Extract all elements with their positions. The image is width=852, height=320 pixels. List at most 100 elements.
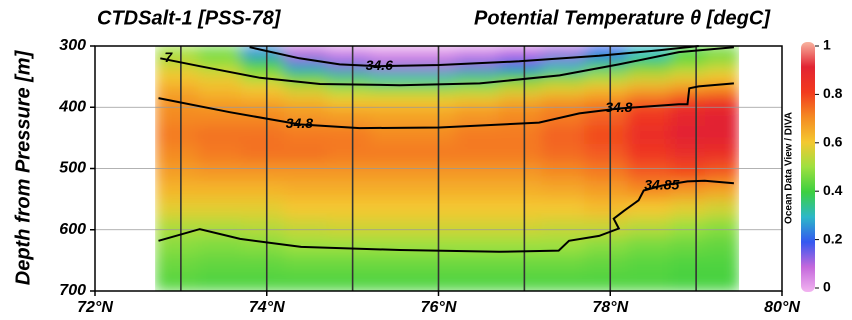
watermark: Ocean Data View / DIVA xyxy=(784,112,795,224)
field-cell xyxy=(498,82,543,96)
title-left: CTDSalt-1 [PSS-78] xyxy=(97,7,282,29)
colorbar-tick-label: 0.4 xyxy=(823,182,843,198)
colorbar-tick-label: 0.2 xyxy=(823,230,843,246)
field-cell xyxy=(369,125,414,145)
field-cell xyxy=(369,144,414,163)
field-cell xyxy=(155,144,199,163)
field-cell xyxy=(584,199,628,218)
field-cell xyxy=(326,162,371,182)
field-cell xyxy=(704,180,740,200)
field-cell xyxy=(498,180,543,200)
field-cell xyxy=(455,272,500,291)
y-tick-label: 300 xyxy=(59,37,86,54)
field-cell xyxy=(584,70,628,84)
field-cell xyxy=(627,254,671,274)
field-cell xyxy=(670,199,706,218)
y-axis-label: Depth from Pressure [m] xyxy=(12,49,34,285)
field-cell xyxy=(455,162,500,182)
field-cell xyxy=(541,95,585,108)
y-tick-label: 500 xyxy=(59,160,86,177)
field-cell xyxy=(541,58,585,71)
field-cell xyxy=(198,95,242,108)
field-cell xyxy=(155,46,199,59)
field-cell xyxy=(498,125,543,145)
field-cell xyxy=(704,58,740,71)
field-cell xyxy=(326,199,371,218)
field-cell xyxy=(412,235,457,255)
field-cell xyxy=(240,272,285,291)
field-cell xyxy=(240,95,285,108)
field-cell xyxy=(584,254,628,274)
field-cell xyxy=(541,272,585,291)
field-cell xyxy=(240,125,285,145)
field-cell xyxy=(627,199,671,218)
field-cell xyxy=(240,144,285,163)
field-cell xyxy=(198,180,242,200)
field-cell xyxy=(369,199,414,218)
field-cell xyxy=(498,235,543,255)
field-cell xyxy=(541,144,585,163)
field-cell xyxy=(155,199,199,218)
colorbar xyxy=(801,42,815,292)
field-cell xyxy=(627,162,671,182)
field-cell xyxy=(455,58,500,71)
field-cell xyxy=(670,144,706,163)
field-cell xyxy=(541,125,585,145)
field-cell xyxy=(326,144,371,163)
field-cell xyxy=(670,58,706,71)
field-cell xyxy=(627,217,671,237)
field-cell xyxy=(326,217,371,237)
field-cell xyxy=(155,180,199,200)
field-cell xyxy=(198,199,242,218)
field-cell xyxy=(584,125,628,145)
field-cell xyxy=(584,162,628,182)
field-cell xyxy=(704,217,740,237)
field-cell xyxy=(240,82,285,96)
x-tick-label: 80°N xyxy=(764,299,800,316)
field-cell xyxy=(704,144,740,163)
field-cell xyxy=(704,199,740,218)
y-tick-label: 600 xyxy=(59,221,86,238)
field-cell xyxy=(283,144,328,163)
field-cell xyxy=(704,162,740,182)
field-cell xyxy=(541,217,585,237)
field-cell xyxy=(412,125,457,145)
contour xyxy=(249,45,699,68)
field-cell xyxy=(412,272,457,291)
y-tick-label: 700 xyxy=(59,282,86,299)
field-cell xyxy=(326,82,371,96)
field-cell xyxy=(326,272,371,291)
field-cell xyxy=(627,144,671,163)
field-cell xyxy=(627,272,671,291)
field-cell xyxy=(155,217,199,237)
field-cell xyxy=(369,235,414,255)
field-cell xyxy=(412,70,457,84)
field-cell xyxy=(627,70,671,84)
field-cell xyxy=(412,217,457,237)
field-cell xyxy=(240,217,285,237)
field-cell xyxy=(369,58,414,71)
field-cell xyxy=(155,82,199,96)
field-cell xyxy=(584,82,628,96)
field-cell xyxy=(369,95,414,108)
field-cell xyxy=(541,254,585,274)
colorbar-tick-label: 1 xyxy=(823,37,831,53)
field-cell xyxy=(326,254,371,274)
contour-label: 34.85 xyxy=(644,176,679,192)
field-cell xyxy=(198,46,242,59)
field-cell xyxy=(240,70,285,84)
field-cell xyxy=(627,82,671,96)
field-cell xyxy=(412,82,457,96)
field-cell xyxy=(155,58,199,71)
field-cell xyxy=(541,180,585,200)
field-cell xyxy=(326,180,371,200)
field-cell xyxy=(704,254,740,274)
field-cell xyxy=(627,58,671,71)
y-tick-label: 400 xyxy=(58,98,86,115)
field-cell xyxy=(584,144,628,163)
field-cell xyxy=(627,235,671,255)
field-cell xyxy=(455,82,500,96)
field-cell xyxy=(455,180,500,200)
